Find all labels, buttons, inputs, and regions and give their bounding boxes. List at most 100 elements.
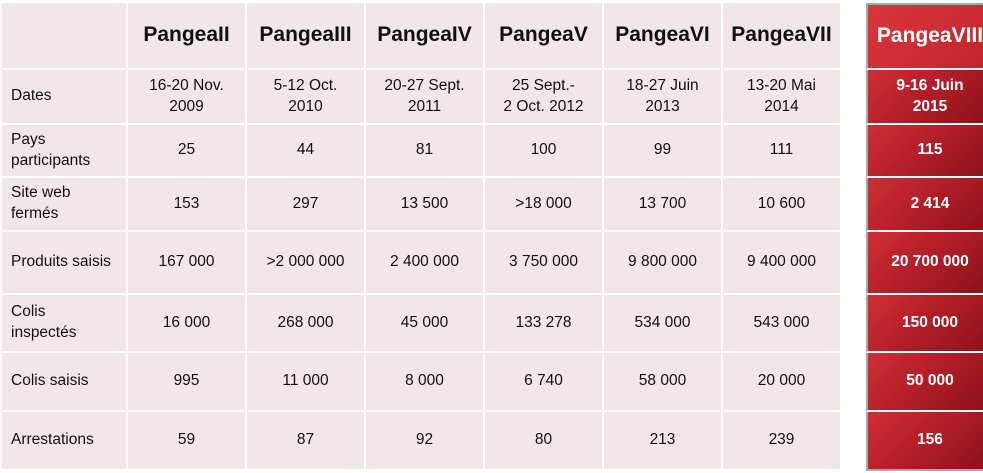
cell-value-line: 20 000 — [757, 372, 806, 390]
row-label: Site web fermés — [2, 178, 128, 232]
column-gap — [842, 178, 866, 232]
table-cell: 111 — [723, 125, 842, 178]
cell-value-line: 115 — [917, 141, 943, 159]
pangea-comparison-table: Pangea II Pangea III Pangea IV Pangea V Pangea VI… — [2, 3, 983, 471]
cell-value-line: 9 800 000 — [628, 253, 697, 271]
row-label-line: inspectés — [11, 324, 77, 341]
cell-value: 133 278 — [515, 313, 571, 334]
cell-value: 59 — [178, 430, 195, 451]
cell-value: 5-12 Oct. 2010 — [274, 76, 338, 118]
cell-value: 153 — [174, 194, 200, 215]
column-header-name: Pangea — [876, 24, 952, 48]
highlight-cell: 9-16 Juin 2015 — [866, 70, 983, 125]
cell-value-line: 2 414 — [910, 194, 950, 212]
cell-value: 92 — [416, 430, 433, 451]
cell-value-line: 8 000 — [405, 372, 444, 390]
column-header: Pangea V — [485, 3, 604, 70]
cell-value-line: 2015 — [912, 97, 948, 115]
cell-value-line: 534 000 — [634, 313, 691, 331]
column-header-numeral: VII — [806, 23, 832, 47]
cell-value: 58 000 — [639, 371, 686, 392]
cell-value-line: 111 — [769, 141, 794, 159]
cell-value-line: 6 740 — [524, 372, 563, 390]
table-cell: 59 — [128, 412, 247, 471]
cell-value-line: 45 000 — [400, 313, 449, 331]
cell-value-line: >2 000 000 — [266, 253, 345, 271]
table-cell: 13 500 — [366, 178, 485, 232]
column-header-numeral: VIII — [951, 24, 983, 48]
table-cell: 18-27 Juin 2013 — [604, 70, 723, 125]
cell-value: 156 — [917, 430, 943, 451]
table-cell: 6 740 — [485, 353, 604, 412]
highlight-cell: 20 700 000 — [866, 232, 983, 295]
row-label-text: Colis saisis — [11, 371, 89, 392]
table-cell: 534 000 — [604, 295, 723, 353]
cell-value: 25 — [178, 140, 195, 161]
table-row: Arrestations 59 87 92 80 213 239 156 — [2, 412, 983, 471]
row-label-line: Produits saisis — [11, 253, 111, 271]
row-label-line: Site web — [11, 184, 71, 202]
cell-value-line: 2011 — [407, 97, 442, 115]
cell-value: 10 600 — [758, 194, 805, 215]
column-gap — [842, 232, 866, 295]
table-cell: 25 Sept.- 2 Oct. 2012 — [485, 70, 604, 125]
cell-value: 16-20 Nov. 2009 — [149, 76, 224, 118]
table-cell: 58 000 — [604, 353, 723, 412]
column-header-numeral: V — [573, 23, 588, 47]
table-cell: 13 700 — [604, 178, 723, 232]
cell-value-line: 16-20 Nov. — [149, 76, 224, 94]
table-cell: 2 400 000 — [366, 232, 485, 295]
row-label: Dates — [2, 70, 128, 125]
cell-value-line: 2010 — [288, 97, 323, 115]
table-cell: 213 — [604, 412, 723, 471]
cell-value-line: 167 000 — [158, 253, 215, 271]
highlight-cell: 115 — [866, 125, 983, 178]
cell-value-line: 5-12 Oct. — [273, 76, 338, 94]
table-cell: 45 000 — [366, 295, 485, 353]
cell-value: 20-27 Sept. 2011 — [384, 76, 464, 118]
cell-value: 45 000 — [401, 313, 448, 334]
table-row: Colis saisis 995 11 000 8 000 6 740 58 000 20 … — [2, 353, 983, 412]
cell-value-line: 100 — [530, 141, 557, 159]
row-label: Produits saisis — [2, 232, 128, 295]
row-label-text: Colis inspectés — [11, 302, 76, 344]
cell-value-line: 20 700 000 — [891, 253, 969, 271]
column-gap — [842, 412, 866, 471]
cell-value: 111 — [770, 140, 794, 161]
row-label-line: Arrestations — [11, 431, 94, 449]
row-label-line: fermés — [11, 205, 59, 222]
table-cell: 297 — [247, 178, 366, 232]
row-label-text: Site web fermés — [11, 183, 70, 225]
cell-value-line: 268 000 — [277, 313, 334, 331]
table-cell: 133 278 — [485, 295, 604, 353]
table-cell: 99 — [604, 125, 723, 178]
cell-value: 44 — [297, 140, 314, 161]
column-header-name: Pangea — [615, 23, 690, 47]
cell-value: 20 000 — [758, 371, 805, 392]
table-cell: >18 000 — [485, 178, 604, 232]
row-label-text: Pays participants — [11, 130, 90, 172]
cell-value: 167 000 — [158, 252, 214, 273]
cell-value: 268 000 — [277, 313, 333, 334]
cell-value-line: 13 700 — [638, 194, 687, 212]
cell-value: 11 000 — [282, 371, 328, 392]
table-cell: 9 800 000 — [604, 232, 723, 295]
cell-value-line: 995 — [173, 372, 200, 390]
cell-value-line: 543 000 — [753, 313, 810, 331]
table-cell: 44 — [247, 125, 366, 178]
table-row: Pays participants 25 44 81 100 99 111 115 — [2, 125, 983, 178]
cell-value-line: 25 Sept.- — [512, 76, 575, 94]
row-label-text: Arrestations — [11, 430, 94, 451]
cell-value: 115 — [917, 140, 942, 161]
column-gap — [842, 125, 866, 178]
table-row: Dates 16-20 Nov. 2009 5-12 Oct. 2010 20-27 Se… — [2, 70, 983, 125]
cell-value: >18 000 — [515, 194, 571, 215]
cell-value-line: 2009 — [169, 97, 204, 115]
cell-value: 995 — [174, 371, 200, 392]
row-label-text: Dates — [11, 86, 52, 107]
cell-value: 6 740 — [524, 371, 563, 392]
cell-value-line: 10 600 — [757, 194, 806, 212]
cell-value: 534 000 — [634, 313, 690, 334]
cell-value: 18-27 Juin 2013 — [626, 76, 698, 118]
cell-value: 150 000 — [902, 313, 958, 334]
